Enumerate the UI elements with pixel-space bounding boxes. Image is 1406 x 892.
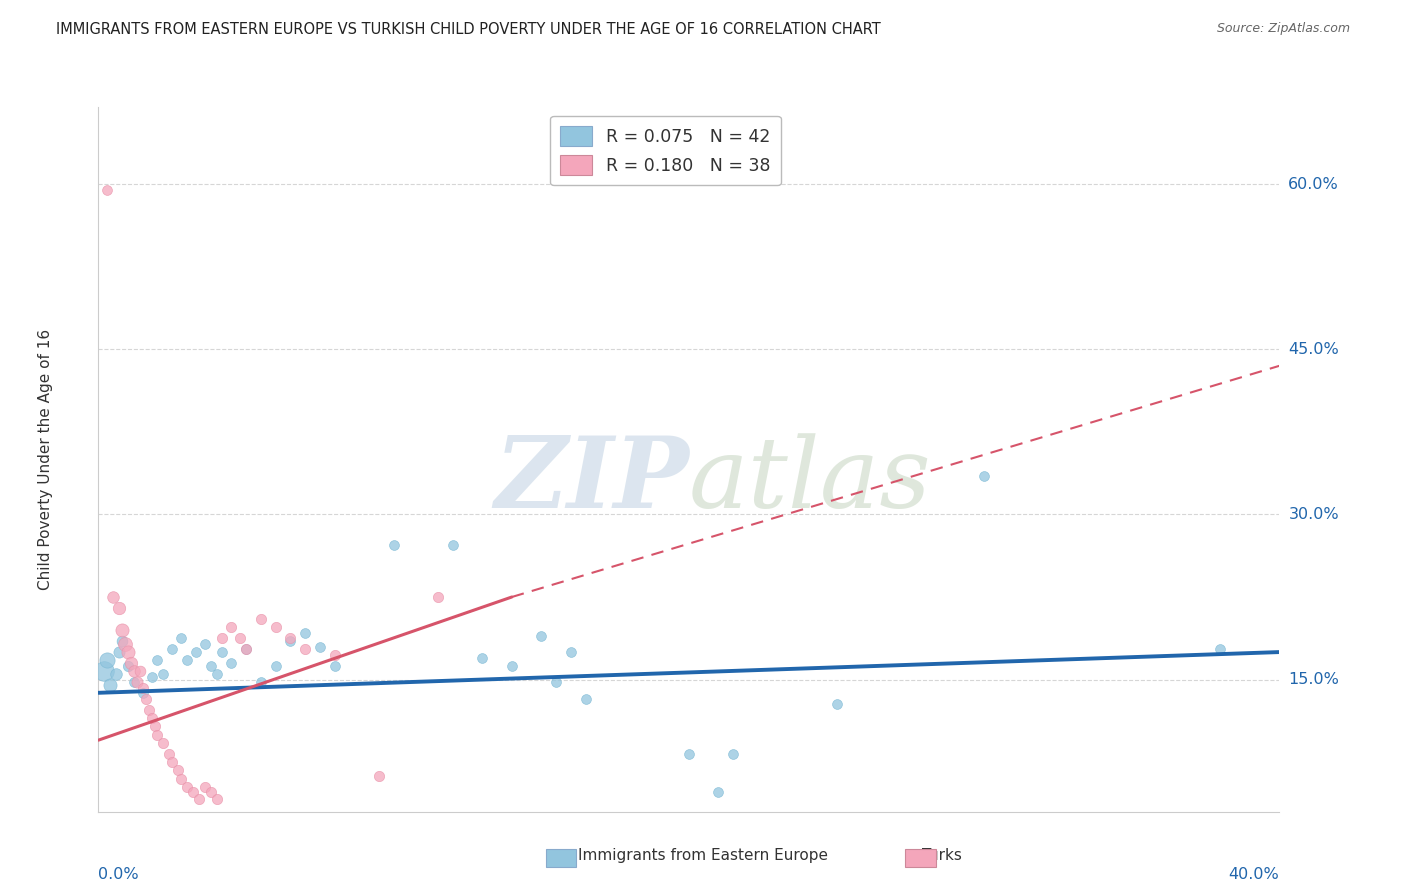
Point	[294, 641, 316, 656]
Text: atlas: atlas	[689, 433, 932, 528]
Point	[170, 772, 193, 786]
Point	[368, 769, 391, 784]
Point	[211, 645, 233, 659]
Legend: R = 0.075   N = 42, R = 0.180   N = 38: R = 0.075 N = 42, R = 0.180 N = 38	[550, 116, 780, 186]
Text: 0.0%: 0.0%	[98, 867, 139, 882]
Point	[108, 601, 131, 615]
Point	[132, 686, 155, 700]
Point	[264, 659, 287, 673]
Point	[187, 791, 209, 805]
Point	[170, 631, 193, 645]
Text: Turks: Turks	[922, 848, 962, 863]
Point	[176, 653, 198, 667]
Point	[167, 763, 190, 777]
Text: Immigrants from Eastern Europe: Immigrants from Eastern Europe	[578, 848, 828, 863]
Point	[323, 648, 346, 663]
Point	[221, 656, 243, 670]
Point	[280, 631, 302, 645]
Point	[162, 755, 183, 769]
Point	[103, 590, 125, 604]
Point	[117, 659, 139, 673]
Text: 30.0%: 30.0%	[1288, 507, 1339, 522]
Point	[132, 681, 155, 696]
Point	[108, 645, 131, 659]
Point	[162, 641, 183, 656]
Point	[264, 620, 287, 634]
Point	[152, 667, 174, 681]
Point	[111, 623, 134, 637]
Point	[441, 538, 464, 552]
Point	[128, 664, 150, 678]
Point	[678, 747, 700, 762]
Point	[280, 634, 302, 648]
Point	[1209, 641, 1232, 656]
Point	[93, 664, 115, 678]
Text: 45.0%: 45.0%	[1288, 342, 1339, 357]
Point	[194, 637, 217, 651]
Point	[138, 703, 160, 717]
Point	[135, 692, 157, 706]
Point	[181, 785, 204, 799]
Point	[114, 637, 136, 651]
Text: 40.0%: 40.0%	[1229, 867, 1279, 882]
Text: Child Poverty Under the Age of 16: Child Poverty Under the Age of 16	[38, 329, 53, 590]
Point	[825, 697, 848, 711]
Point	[98, 678, 121, 692]
Point	[205, 791, 228, 805]
Text: Source: ZipAtlas.com: Source: ZipAtlas.com	[1216, 22, 1350, 36]
Point	[111, 634, 134, 648]
Point	[122, 674, 145, 689]
Point	[141, 711, 163, 725]
Point	[471, 650, 494, 665]
Point	[184, 645, 207, 659]
Point	[723, 747, 745, 762]
Point	[105, 667, 128, 681]
Point	[294, 626, 316, 640]
Point	[211, 631, 233, 645]
Point	[152, 736, 174, 750]
Point	[200, 785, 222, 799]
Point	[323, 659, 346, 673]
Point	[973, 469, 995, 483]
Point	[250, 674, 273, 689]
Point	[427, 590, 450, 604]
Point	[575, 692, 598, 706]
Point	[229, 631, 252, 645]
Point	[96, 653, 118, 667]
Text: ZIP: ZIP	[494, 433, 689, 529]
Point	[530, 628, 553, 642]
Point	[117, 645, 139, 659]
Point	[707, 785, 730, 799]
Point	[250, 612, 273, 626]
Point	[146, 653, 169, 667]
Point	[96, 183, 118, 197]
Point	[221, 620, 243, 634]
Point	[194, 780, 217, 795]
Point	[200, 659, 222, 673]
Point	[146, 728, 169, 742]
Point	[560, 645, 582, 659]
Point	[143, 719, 166, 733]
Point	[309, 640, 332, 654]
Point	[235, 641, 257, 656]
Point	[546, 674, 568, 689]
Point	[141, 670, 163, 684]
Text: 60.0%: 60.0%	[1288, 177, 1339, 192]
Point	[205, 667, 228, 681]
Point	[157, 747, 180, 762]
Point	[235, 641, 257, 656]
Point	[176, 780, 198, 795]
Point	[120, 656, 142, 670]
Point	[501, 659, 523, 673]
Point	[382, 538, 405, 552]
Point	[122, 664, 145, 678]
Text: IMMIGRANTS FROM EASTERN EUROPE VS TURKISH CHILD POVERTY UNDER THE AGE OF 16 CORR: IMMIGRANTS FROM EASTERN EUROPE VS TURKIS…	[56, 22, 882, 37]
Text: 15.0%: 15.0%	[1288, 672, 1339, 687]
Point	[125, 674, 148, 689]
